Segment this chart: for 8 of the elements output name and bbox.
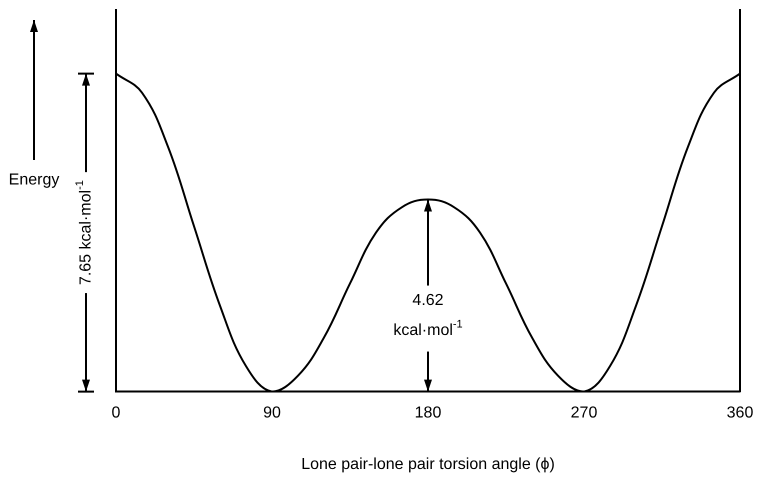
- y-axis-title: Energy: [8, 171, 60, 188]
- x-tick-label: 360: [726, 404, 754, 422]
- x-tick-label: 270: [570, 404, 598, 422]
- text: 7.65 kcal·mol-1: [74, 180, 94, 286]
- x-tick-label: 180: [414, 404, 442, 422]
- x-axis-title: Lone pair-lone pair torsion angle (ϕ): [301, 456, 555, 473]
- x-tick-label: 0: [112, 404, 121, 422]
- x-tick-label: 90: [263, 404, 281, 422]
